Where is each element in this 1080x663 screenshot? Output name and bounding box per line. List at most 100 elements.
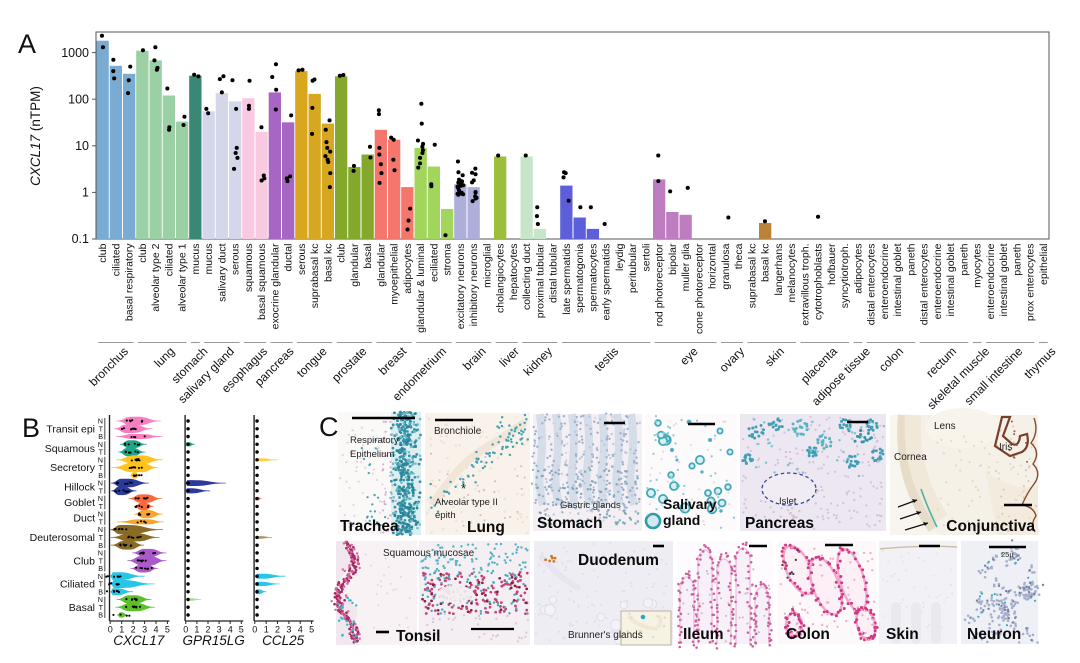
svg-text:1: 1 xyxy=(194,625,199,635)
svg-text:adipocytes: adipocytes xyxy=(402,244,414,294)
svg-text:proximal tubular: proximal tubular xyxy=(535,243,547,318)
svg-text:5: 5 xyxy=(309,625,314,635)
svg-text:N: N xyxy=(98,417,103,426)
svg-text:salivary duct: salivary duct xyxy=(217,243,229,301)
svg-text:Squamous: Squamous xyxy=(45,443,95,455)
svg-text:Basal: Basal xyxy=(69,602,95,614)
svg-text:exocrine glandular: exocrine glandular xyxy=(270,243,282,329)
svg-text:Brunner's glands: Brunner's glands xyxy=(568,630,643,641)
svg-text:25µ: 25µ xyxy=(1001,550,1014,559)
svg-text:intestinal goblet: intestinal goblet xyxy=(892,243,904,316)
svg-text:Secretory: Secretory xyxy=(50,462,96,474)
svg-text:glandular & luminal: glandular & luminal xyxy=(415,244,427,333)
svg-text:mucus: mucus xyxy=(190,244,202,275)
svg-text:eciliated: eciliated xyxy=(429,243,441,282)
svg-text:paneth: paneth xyxy=(906,243,918,275)
svg-text:N: N xyxy=(98,479,103,488)
svg-text:T: T xyxy=(99,556,104,565)
svg-text:Hillock: Hillock xyxy=(64,482,96,494)
svg-text:rod photoreceptor: rod photoreceptor xyxy=(654,243,666,326)
svg-text:Islet: Islet xyxy=(779,496,797,507)
svg-text:Colon: Colon xyxy=(786,626,830,643)
svg-text:distal tubular: distal tubular xyxy=(548,243,560,303)
svg-text:epith: epith xyxy=(435,510,456,521)
svg-text:leydig: leydig xyxy=(614,243,626,271)
svg-text:intestinal goblet: intestinal goblet xyxy=(998,243,1010,316)
svg-text:1000: 1000 xyxy=(61,46,89,60)
svg-text:peritubular: peritubular xyxy=(627,243,639,293)
svg-text:late spermatids: late spermatids xyxy=(561,244,573,315)
svg-text:B: B xyxy=(98,611,103,620)
svg-text:stroma: stroma xyxy=(442,243,454,275)
svg-text:microglial: microglial xyxy=(482,244,494,288)
svg-text:10: 10 xyxy=(75,139,89,153)
svg-text:Iris: Iris xyxy=(999,442,1012,453)
svg-text:Goblet: Goblet xyxy=(64,497,95,509)
svg-text:alveolar type 2: alveolar type 2 xyxy=(150,243,162,311)
svg-text:3: 3 xyxy=(286,625,291,635)
svg-text:glandular: glandular xyxy=(349,243,361,287)
svg-text:club: club xyxy=(336,243,348,262)
svg-text:glandular: glandular xyxy=(376,243,388,287)
svg-text:3: 3 xyxy=(142,625,147,635)
svg-text:B: B xyxy=(22,413,40,443)
svg-text:B: B xyxy=(98,564,103,573)
svg-text:1: 1 xyxy=(119,625,124,635)
svg-text:cytotrophoblasts: cytotrophoblasts xyxy=(813,244,825,320)
svg-text:prox enterocytes: prox enterocytes xyxy=(1025,244,1037,322)
svg-text:5: 5 xyxy=(239,625,244,635)
svg-text:2: 2 xyxy=(131,625,136,635)
svg-text:N: N xyxy=(98,525,103,534)
svg-text:Duodenum: Duodenum xyxy=(578,552,659,569)
svg-text:Gastric glands: Gastric glands xyxy=(560,500,621,511)
svg-text:Club: Club xyxy=(73,555,95,567)
svg-text:Trachea: Trachea xyxy=(340,518,399,535)
svg-text:club: club xyxy=(97,243,109,262)
svg-text:Respiratory: Respiratory xyxy=(350,435,399,446)
svg-text:N: N xyxy=(98,455,103,464)
svg-text:4: 4 xyxy=(228,625,233,635)
svg-text:C: C xyxy=(319,412,339,442)
svg-text:CXCL17 (nTPM): CXCL17 (nTPM) xyxy=(28,86,43,186)
svg-text:N: N xyxy=(98,595,103,604)
svg-text:distal enterocytes: distal enterocytes xyxy=(919,244,931,326)
svg-text:4: 4 xyxy=(153,625,158,635)
svg-text:ciliated: ciliated xyxy=(111,243,123,276)
svg-text:Duct: Duct xyxy=(73,513,95,525)
svg-text:Cornea: Cornea xyxy=(894,452,927,463)
svg-text:ciliated: ciliated xyxy=(164,243,176,276)
svg-text:N: N xyxy=(98,572,103,581)
svg-text:Stomach: Stomach xyxy=(537,515,602,532)
svg-text:horizontal: horizontal xyxy=(707,244,719,290)
svg-text:langerhans: langerhans xyxy=(773,244,785,296)
svg-text:hepatocytes: hepatocytes xyxy=(508,244,520,301)
svg-text:A: A xyxy=(18,29,36,59)
svg-text:distal enterocytes: distal enterocytes xyxy=(866,244,878,326)
svg-text:myoepithelial: myoepithelial xyxy=(389,244,401,305)
svg-text:5: 5 xyxy=(165,625,170,635)
svg-text:myocytes: myocytes xyxy=(972,243,984,287)
svg-text:Transit epi: Transit epi xyxy=(46,423,95,435)
svg-text:B: B xyxy=(98,471,103,480)
svg-text:B: B xyxy=(98,587,103,596)
svg-text:cone photoreceptor: cone photoreceptor xyxy=(694,243,706,334)
svg-text:T: T xyxy=(99,502,104,511)
svg-text:basal squamous: basal squamous xyxy=(256,244,268,320)
svg-text:T: T xyxy=(99,518,104,527)
svg-text:0: 0 xyxy=(252,625,257,635)
svg-text:enteroendocrine: enteroendocrine xyxy=(932,243,944,319)
svg-text:1: 1 xyxy=(82,186,89,200)
svg-text:serous: serous xyxy=(230,244,242,276)
svg-text:N: N xyxy=(98,440,103,449)
svg-text:adipocytes: adipocytes xyxy=(853,244,865,294)
svg-text:1: 1 xyxy=(264,625,269,635)
svg-text:2: 2 xyxy=(275,625,280,635)
svg-text:B: B xyxy=(98,432,103,441)
svg-text:spermatogonia: spermatogonia xyxy=(574,243,586,313)
svg-text:T: T xyxy=(99,424,104,433)
svg-text:basal kc: basal kc xyxy=(323,244,335,283)
svg-text:basal respiratory: basal respiratory xyxy=(124,243,136,321)
svg-text:suprabasal kc: suprabasal kc xyxy=(309,244,321,309)
svg-text:ductal: ductal xyxy=(283,244,295,272)
svg-text:CCL25: CCL25 xyxy=(262,633,305,648)
